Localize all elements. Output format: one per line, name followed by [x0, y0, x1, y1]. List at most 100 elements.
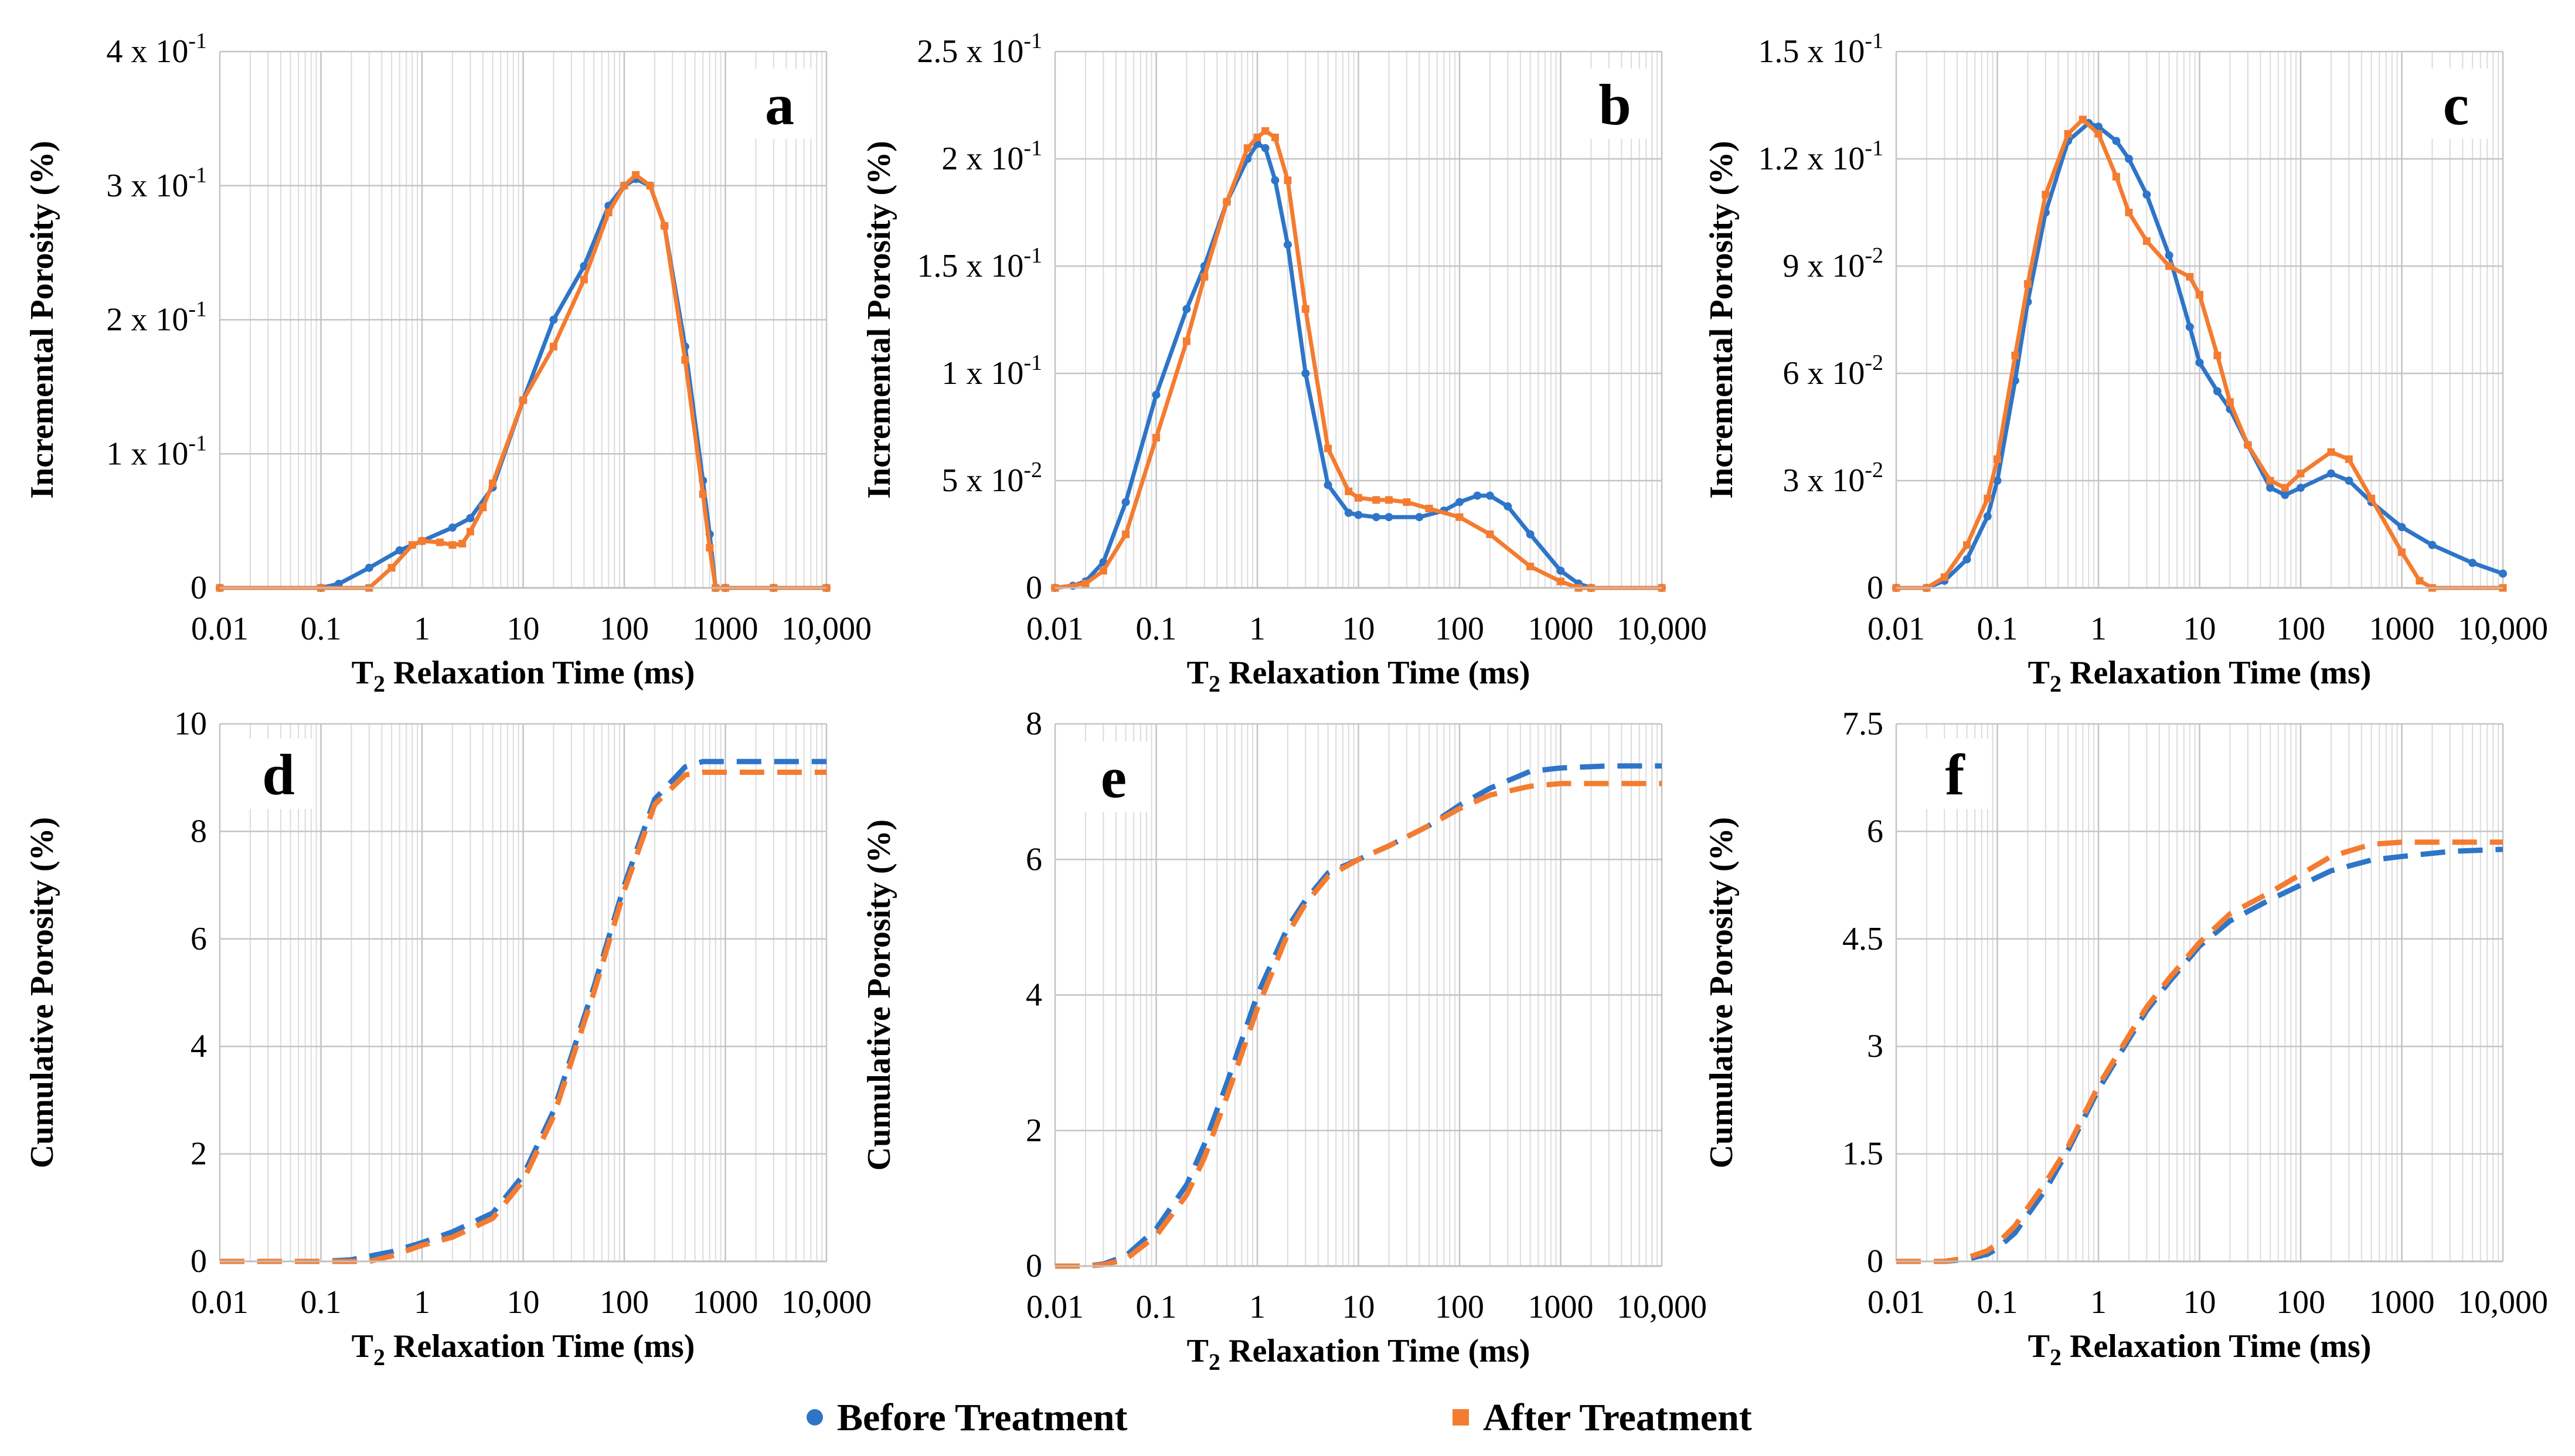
y-tick-label: 4 — [191, 1028, 207, 1064]
data-point-before — [2094, 123, 2103, 131]
y-tick-label: 4 x 10-1 — [106, 29, 207, 70]
y-tick-mantissa: 6 — [191, 921, 207, 957]
x-tick-label: 10 — [2183, 611, 2216, 647]
x-tick-label: 1000 — [693, 1284, 758, 1321]
x-tick-label: 10,000 — [1617, 611, 1707, 647]
legend-label-before: Before Treatment — [837, 1396, 1127, 1439]
y-axis-label: Cumulative Porosity (%) — [861, 819, 897, 1171]
data-point-after — [1301, 305, 1309, 313]
data-point-after — [1271, 133, 1279, 141]
x-tick-label: 1000 — [1528, 1289, 1594, 1325]
y-tick-mantissa: 0 — [191, 1243, 207, 1280]
data-point-after — [479, 504, 487, 512]
data-point-after — [1200, 273, 1209, 281]
y-tick-label: 2 — [191, 1136, 207, 1172]
panel-letter-e: e — [1101, 745, 1127, 810]
x-tick-label: 1 — [1249, 611, 1266, 647]
data-point-before — [1503, 502, 1512, 511]
y-axis-label: Cumulative Porosity (%) — [24, 817, 60, 1168]
y-tick-mantissa: 2 x 10 — [941, 141, 1023, 177]
x-tick-label: 10,000 — [781, 1284, 872, 1321]
x-axis-label-subscript: 2 — [373, 671, 385, 697]
y-tick-mantissa: 1 x 10 — [106, 436, 188, 472]
x-axis-label: T2 Relaxation Time (ms) — [1187, 1333, 1530, 1375]
data-point-before — [1415, 513, 1424, 522]
x-axis-label-subscript: 2 — [373, 1344, 385, 1370]
x-tick-label: 100 — [2276, 611, 2325, 647]
panel-letter-bg — [747, 69, 815, 139]
data-point-after — [2142, 237, 2151, 245]
panel-letter-bg — [1923, 739, 1990, 809]
y-tick-label: 1.2 x 10-1 — [1758, 136, 1883, 177]
data-point-after — [2226, 398, 2234, 406]
data-point-before — [1261, 144, 1270, 152]
data-point-before — [549, 315, 558, 324]
x-tick-label: 100 — [600, 1284, 649, 1321]
y-tick-label: 0 — [1867, 1243, 1883, 1280]
y-tick-exponent: -1 — [1023, 243, 1042, 268]
x-tick-label: 1 — [414, 611, 430, 647]
y-tick-mantissa: 1.5 x 10 — [1758, 33, 1865, 70]
data-point-after — [448, 541, 457, 549]
data-point-after — [466, 528, 474, 536]
panel-letter-bg — [2424, 69, 2491, 139]
data-point-after — [2266, 477, 2274, 485]
data-point-after — [458, 540, 467, 548]
data-point-after — [1345, 487, 1353, 495]
y-tick-label: 1 x 10-1 — [106, 431, 207, 472]
data-point-before — [1556, 566, 1565, 575]
data-point-after — [661, 222, 669, 230]
data-point-after — [489, 479, 497, 488]
data-point-after — [1385, 496, 1393, 504]
y-tick-label: 0 — [191, 1243, 207, 1280]
data-point-after — [1152, 434, 1160, 442]
y-tick-label: 4.5 — [1842, 921, 1883, 957]
data-point-after — [2064, 130, 2072, 138]
data-point-after — [418, 537, 426, 545]
data-point-before — [1455, 498, 1464, 506]
x-tick-label: 1000 — [1528, 611, 1594, 647]
y-tick-mantissa: 6 x 10 — [1783, 355, 1865, 392]
data-point-after — [1557, 577, 1564, 586]
y-tick-label: 4 — [1026, 977, 1042, 1013]
x-axis-label-rest: Relaxation Time (ms) — [385, 655, 695, 691]
y-tick-label: 0 — [1867, 570, 1883, 606]
x-tick-label: 100 — [2276, 1284, 2325, 1321]
y-tick-label: 6 x 10-2 — [1783, 351, 1883, 392]
x-tick-label: 10,000 — [781, 611, 872, 647]
data-point-after — [1372, 496, 1380, 504]
x-tick-label: 0.1 — [1977, 1284, 2018, 1321]
data-point-after — [2327, 448, 2335, 456]
data-point-before — [2499, 569, 2507, 578]
x-tick-label: 10 — [507, 1284, 540, 1321]
x-axis-label-subscript: 2 — [2050, 671, 2062, 697]
y-tick-label: 6 — [191, 921, 207, 957]
data-point-after — [1940, 573, 1948, 581]
data-point-before — [2195, 358, 2204, 367]
y-axis-label: Cumulative Porosity (%) — [1703, 817, 1740, 1168]
y-tick-mantissa: 10 — [174, 706, 207, 742]
series-line-before — [1055, 763, 1662, 1269]
data-point-after — [2416, 577, 2424, 585]
y-tick-exponent: -1 — [1023, 136, 1042, 161]
y-tick-mantissa: 1.5 — [1842, 1136, 1883, 1172]
data-point-after — [387, 564, 396, 572]
y-tick-mantissa: 3 x 10 — [106, 168, 188, 204]
y-tick-label: 9 x 10-2 — [1783, 243, 1883, 284]
data-point-after — [2042, 190, 2050, 199]
y-tick-mantissa: 0 — [1026, 1248, 1042, 1284]
data-point-after — [2094, 130, 2103, 138]
data-point-after — [1223, 198, 1231, 206]
data-point-after — [580, 275, 588, 284]
x-tick-label: 0.1 — [1136, 611, 1177, 647]
x-tick-label: 10 — [2183, 1284, 2216, 1321]
x-axis-label: T2 Relaxation Time (ms) — [1187, 655, 1530, 697]
data-point-after — [2125, 209, 2133, 216]
data-point-after — [1182, 337, 1190, 345]
legend-marker-before — [807, 1409, 823, 1426]
data-point-before — [1962, 555, 1971, 564]
